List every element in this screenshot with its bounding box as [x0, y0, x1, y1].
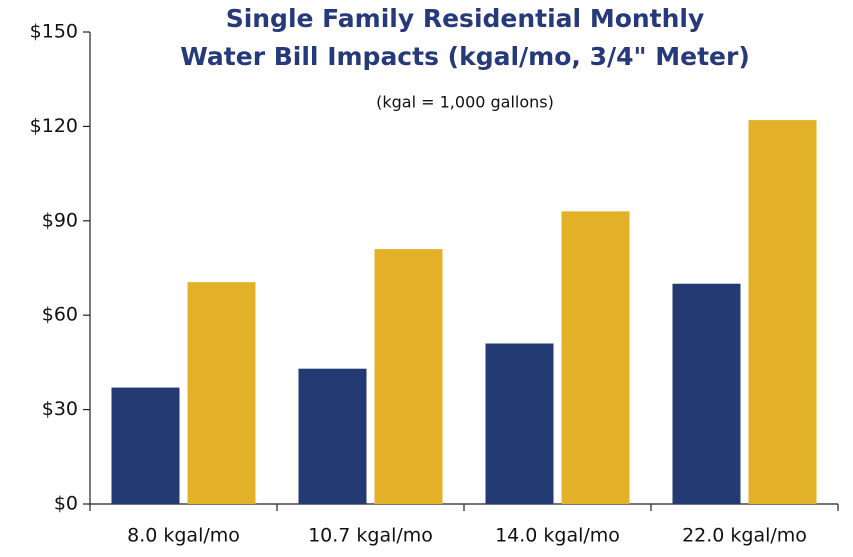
x-tick-label: 10.7 kgal/mo [308, 525, 433, 547]
x-tick-label: 14.0 kgal/mo [495, 525, 620, 547]
bar [748, 120, 817, 505]
y-tick-label: $60 [42, 304, 78, 326]
y-tick-label: $30 [42, 398, 78, 420]
y-tick-label: $0 [54, 493, 78, 515]
bar [561, 211, 630, 505]
x-tick-label: 22.0 kgal/mo [682, 525, 807, 547]
bar [672, 283, 741, 504]
bar [298, 368, 367, 504]
bar [485, 343, 554, 504]
x-tick-label: 8.0 kgal/mo [127, 525, 240, 547]
y-tick-label: $90 [42, 209, 78, 231]
bar [111, 387, 180, 504]
y-tick-label: $150 [30, 21, 78, 43]
chart-title: Single Family Residential Monthly [226, 4, 705, 33]
chart-title: Water Bill Impacts (kgal/mo, 3/4" Meter) [180, 42, 750, 71]
bar [374, 249, 443, 504]
y-tick-label: $120 [30, 115, 78, 137]
chart-subtitle: (kgal = 1,000 gallons) [376, 93, 554, 112]
bar [187, 282, 256, 504]
